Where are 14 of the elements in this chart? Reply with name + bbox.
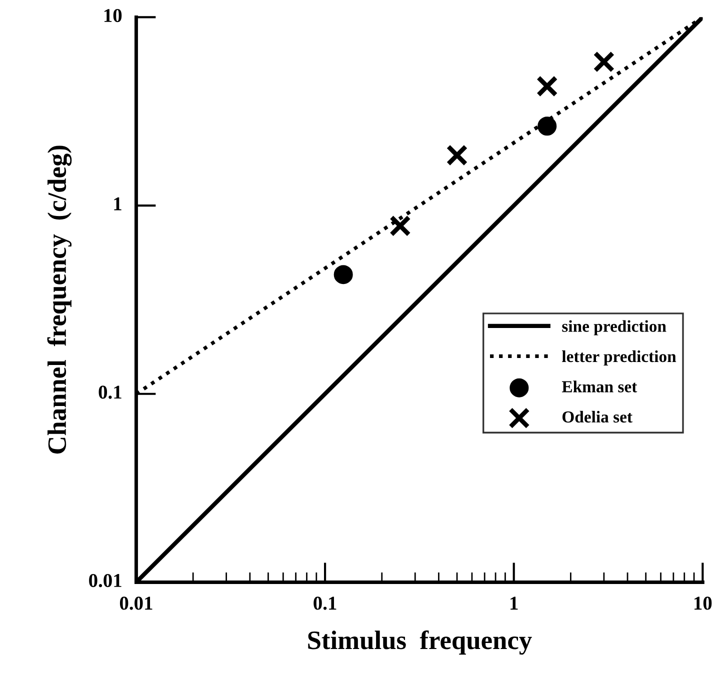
legend-label: sine prediction [562, 320, 666, 336]
x-tick-label: 1 [510, 596, 518, 610]
legend-label: letter prediction [562, 350, 676, 366]
x-tick-label: 10 [694, 596, 712, 610]
legend-label: Ekman set [562, 380, 638, 392]
y-axis-title: Channel frequency (c/deg) [47, 146, 72, 454]
y-tick-label: 10 [104, 8, 122, 22]
legend-label: Odelia set [562, 410, 632, 423]
x-tick-label: 0.1 [314, 596, 336, 610]
y-tick-label: 0.1 [98, 386, 122, 399]
y-tick-label: 1 [114, 197, 122, 210]
y-tick-label: 0.01 [89, 574, 122, 588]
x-axis-title: Stimulus frequency [308, 630, 532, 655]
x-tick-label: 0.01 [120, 596, 152, 610]
